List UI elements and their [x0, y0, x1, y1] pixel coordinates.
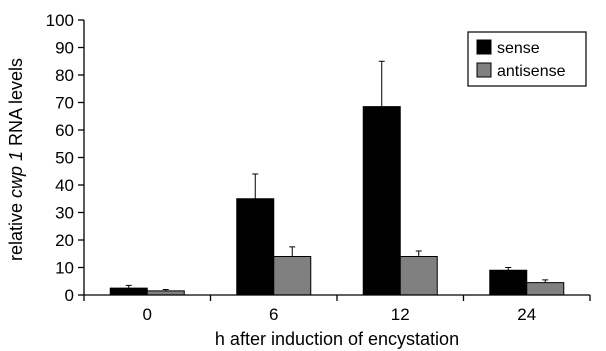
bar-antisense-6 [273, 256, 312, 296]
bar-sense-24 [489, 269, 528, 296]
y-axis-ticks: 0 10 20 30 40 50 60 70 80 90 100 [46, 11, 84, 305]
y-tick-label: 0 [65, 286, 74, 305]
bars-group [109, 106, 565, 296]
y-tick-label: 100 [46, 11, 74, 30]
y-tick-label: 10 [55, 259, 74, 278]
y-tick-label: 20 [55, 231, 74, 250]
bar-sense-6 [236, 198, 275, 296]
y-axis-title-gene: cwp 1 [6, 151, 26, 198]
error-bars-group [125, 60, 549, 291]
x-tick-label-24: 24 [517, 305, 536, 324]
legend-label-sense: sense [497, 40, 540, 57]
legend-label-antisense: antisense [497, 63, 566, 80]
x-axis-title: h after induction of encystation [215, 329, 459, 349]
y-tick-label: 80 [55, 66, 74, 85]
y-tick-label: 50 [55, 149, 74, 168]
bar-antisense-12 [399, 256, 438, 296]
y-tick-label: 40 [55, 176, 74, 195]
y-axis-title-group: relative cwp 1 RNA levels [6, 58, 26, 261]
y-axis-title-suffix: RNA levels [6, 58, 26, 151]
legend: sense antisense [467, 31, 587, 87]
y-tick-label: 70 [55, 94, 74, 113]
x-axis-ticks: 0 6 12 24 [83, 295, 591, 324]
bar-sense-0 [109, 287, 148, 296]
x-tick-label-12: 12 [391, 305, 410, 324]
y-axis-title: relative cwp 1 RNA levels [6, 58, 26, 261]
y-axis-title-prefix: relative [6, 198, 26, 261]
y-tick-label: 90 [55, 39, 74, 58]
x-tick-label-0: 0 [143, 305, 152, 324]
legend-swatch-sense [476, 39, 492, 55]
x-tick-label-6: 6 [269, 305, 278, 324]
y-tick-label: 30 [55, 204, 74, 223]
y-tick-label: 60 [55, 121, 74, 140]
legend-swatch-antisense [476, 62, 492, 78]
bar-antisense-24 [526, 282, 565, 296]
bar-sense-12 [362, 106, 401, 296]
